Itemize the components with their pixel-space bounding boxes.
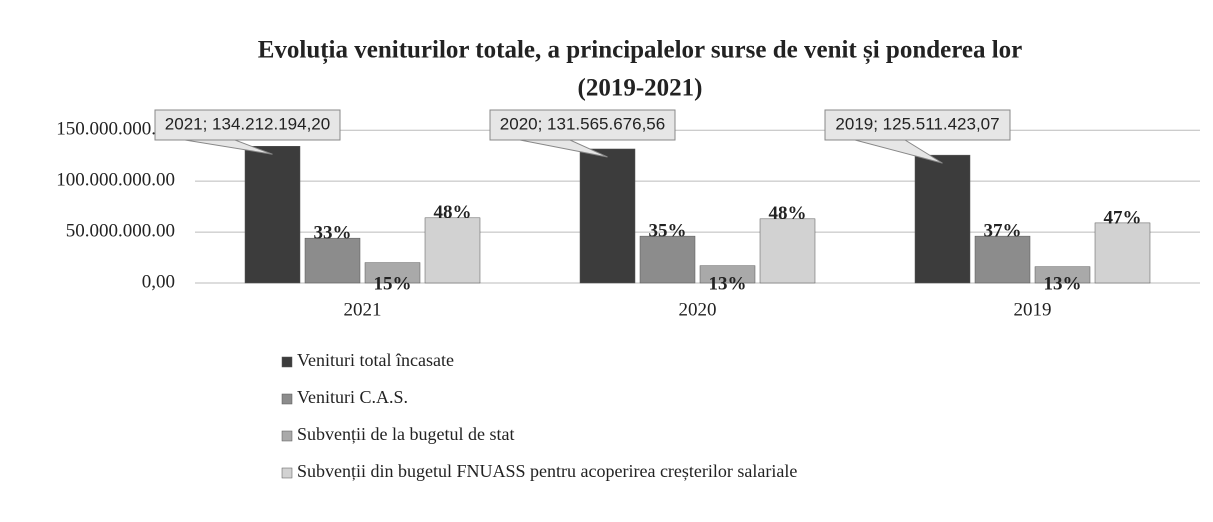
callout-box xyxy=(489,109,676,141)
share-label: 47% xyxy=(1104,207,1142,228)
bar xyxy=(914,154,971,284)
bar xyxy=(1034,266,1091,284)
bar xyxy=(579,148,636,284)
bar xyxy=(699,265,756,284)
legend-label: Venituri C.A.S. xyxy=(297,387,408,407)
legend-swatch xyxy=(281,467,293,479)
bar xyxy=(1094,222,1151,284)
share-label: 13% xyxy=(1044,273,1082,294)
chart-subtitle: (2019-2021) xyxy=(578,75,703,102)
y-tick-label: 0,00 xyxy=(142,271,175,292)
data-label: 2021; 134.212.194,20 xyxy=(165,114,330,133)
share-label: 48% xyxy=(434,202,472,223)
share-label: 48% xyxy=(769,203,807,224)
x-tick-label: 2020 xyxy=(679,299,717,320)
y-tick-label: 50.000.000.00 xyxy=(66,220,175,241)
bar xyxy=(304,237,361,284)
callout-box xyxy=(154,109,341,141)
legend-label: Venituri total încasate xyxy=(297,350,454,370)
bar xyxy=(639,235,696,284)
share-label: 37% xyxy=(984,220,1022,241)
legend-swatch xyxy=(281,393,293,405)
callout-pointer xyxy=(519,139,608,158)
x-tick-label: 2019 xyxy=(1014,299,1052,320)
legend-label: Subvenții de la bugetul de stat xyxy=(297,424,514,444)
bar xyxy=(974,235,1031,284)
bar xyxy=(759,218,816,284)
callout-pointer xyxy=(854,139,943,164)
y-tick-label: 100.000.000.00 xyxy=(56,169,175,190)
bar xyxy=(244,146,301,284)
x-tick-label: 2021 xyxy=(344,299,382,320)
legend-swatch xyxy=(281,430,293,442)
share-label: 13% xyxy=(709,273,747,294)
y-tick-label: 150.000.000.00 xyxy=(56,119,175,140)
chart-title: Evoluția veniturilor totale, a principal… xyxy=(258,37,1023,65)
data-label: 2020; 131.565.676,56 xyxy=(500,114,665,133)
share-label: 15% xyxy=(374,273,412,294)
callout-box xyxy=(824,109,1011,141)
share-label: 35% xyxy=(649,220,687,241)
legend-swatch xyxy=(281,356,293,368)
legend-label: Subvenții din bugetul FNUASS pentru acop… xyxy=(297,461,797,481)
data-label: 2019; 125.511.423,07 xyxy=(835,114,999,133)
bar xyxy=(424,217,481,284)
bar xyxy=(364,262,421,284)
share-label: 33% xyxy=(314,223,352,244)
